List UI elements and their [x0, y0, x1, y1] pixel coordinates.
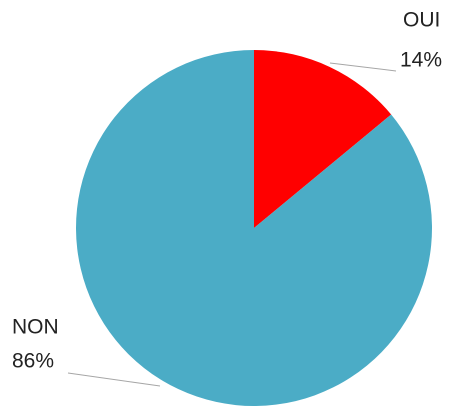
- slice-label: OUI: [403, 9, 440, 32]
- slice-value-label: 86%: [12, 350, 54, 373]
- pie-slice: [254, 50, 392, 228]
- leader-line: [67, 372, 161, 387]
- leader-line: [329, 62, 397, 72]
- pie-slice: [76, 50, 433, 406]
- slice-value-label: 14%: [400, 49, 442, 72]
- slice-label: NON: [12, 316, 59, 339]
